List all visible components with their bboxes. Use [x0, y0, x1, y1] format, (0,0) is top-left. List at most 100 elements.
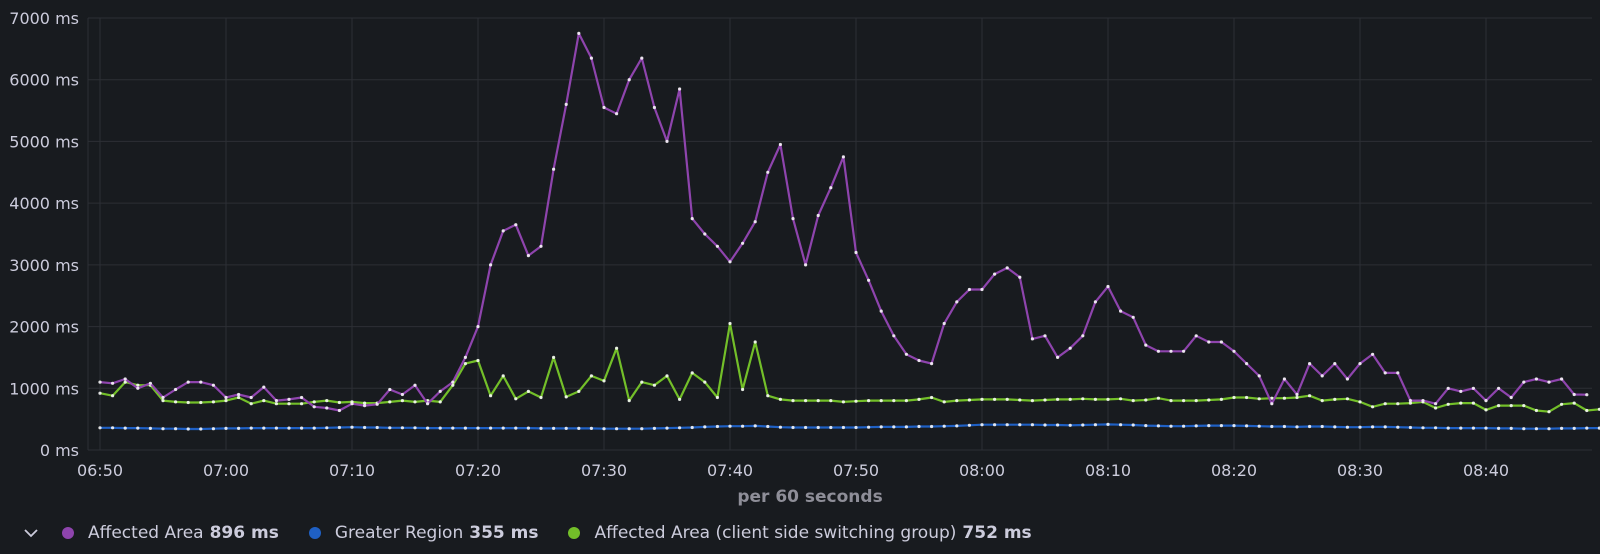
x-tick-label: 07:40 — [707, 461, 753, 480]
data-point — [1509, 395, 1513, 400]
data-point — [476, 358, 480, 363]
data-point — [627, 399, 631, 403]
y-tick-label: 3000 ms — [9, 256, 79, 275]
data-point — [1358, 400, 1362, 404]
data-point — [300, 426, 304, 430]
data-point — [1295, 392, 1299, 397]
data-point — [791, 425, 795, 430]
data-point — [577, 389, 581, 393]
data-point — [199, 400, 203, 405]
data-point — [1509, 426, 1513, 430]
y-tick-label: 5000 ms — [9, 132, 79, 151]
data-point — [1119, 423, 1123, 427]
data-point — [904, 399, 909, 403]
data-point — [1471, 386, 1475, 390]
data-point — [501, 426, 505, 430]
data-point — [451, 426, 455, 430]
legend-series-value: 896 ms — [209, 523, 279, 543]
data-point — [237, 426, 241, 430]
data-point — [854, 399, 858, 403]
data-point — [337, 408, 341, 413]
data-point — [640, 380, 644, 384]
data-point — [312, 426, 316, 430]
data-point — [274, 402, 278, 406]
data-point — [1320, 424, 1324, 429]
data-point — [98, 380, 102, 384]
legend-series-name: Affected Area (client side switching gro… — [594, 523, 957, 543]
x-axis: 06:50 07:00 07:10 07:20 07:30 07:40 07:50 08:00… — [77, 461, 1509, 480]
data-point — [564, 426, 568, 430]
data-point — [1144, 424, 1148, 428]
data-point — [1295, 425, 1299, 429]
legend-series-name: Affected Area — [88, 523, 204, 543]
data-point — [1320, 374, 1324, 378]
data-point — [438, 426, 442, 430]
data-point — [753, 424, 757, 428]
data-point — [312, 405, 316, 409]
data-point — [867, 425, 871, 429]
data-point — [867, 278, 871, 282]
legend-item-greater-region[interactable]: Greater Region 355 ms — [308, 523, 538, 543]
data-point — [1560, 426, 1564, 430]
data-point — [602, 427, 606, 431]
data-point — [1194, 424, 1198, 428]
data-point — [174, 427, 178, 431]
data-point — [1005, 397, 1009, 401]
data-point — [337, 425, 341, 430]
data-point — [854, 425, 858, 430]
legend-item-affected-area[interactable]: Affected Area 896 ms — [62, 523, 279, 543]
data-point — [1093, 397, 1097, 401]
data-point — [577, 31, 581, 35]
data-point — [98, 391, 102, 395]
y-tick-label: 2000 ms — [9, 318, 79, 337]
data-point — [564, 102, 568, 106]
data-point — [1585, 408, 1589, 413]
legend-item-affected-area-client-side[interactable]: Affected Area (client side switching gro… — [568, 523, 1032, 543]
data-point — [552, 426, 556, 430]
data-point — [1270, 396, 1274, 400]
data-point — [1345, 377, 1349, 381]
data-point — [955, 424, 959, 428]
data-point — [1547, 410, 1551, 414]
data-point — [778, 142, 783, 147]
data-point — [463, 426, 467, 430]
data-point — [300, 402, 304, 406]
data-point — [1018, 275, 1022, 279]
data-point — [615, 346, 619, 350]
data-point — [363, 401, 367, 405]
data-point — [287, 397, 291, 401]
data-point — [237, 392, 241, 397]
data-point — [1345, 425, 1349, 429]
data-point — [1219, 340, 1223, 344]
data-point — [627, 427, 631, 431]
data-point — [703, 425, 707, 429]
data-point — [123, 426, 127, 430]
data-point — [728, 260, 732, 264]
data-point — [451, 383, 455, 387]
data-point — [1459, 389, 1463, 393]
data-point — [1207, 340, 1211, 344]
data-point — [186, 400, 190, 405]
chevron-down-icon[interactable] — [18, 520, 44, 546]
data-point — [1585, 393, 1589, 397]
grid — [87, 17, 1592, 451]
y-tick-label: 7000 ms — [9, 9, 79, 28]
x-tick-label: 07:50 — [833, 461, 879, 480]
data-point — [1257, 374, 1261, 378]
data-point — [325, 399, 329, 403]
data-point — [615, 112, 619, 116]
data-point — [1043, 398, 1047, 402]
data-point — [879, 425, 883, 429]
data-point — [1396, 371, 1400, 375]
data-point — [678, 426, 682, 430]
data-point — [476, 426, 480, 430]
data-point — [1270, 424, 1274, 429]
data-point — [526, 389, 531, 393]
data-point — [1547, 380, 1551, 384]
data-point — [1396, 425, 1400, 429]
data-point — [1509, 404, 1513, 408]
data-point — [967, 287, 972, 292]
data-point — [224, 426, 228, 430]
data-point — [1396, 402, 1400, 406]
data-point — [955, 399, 959, 403]
